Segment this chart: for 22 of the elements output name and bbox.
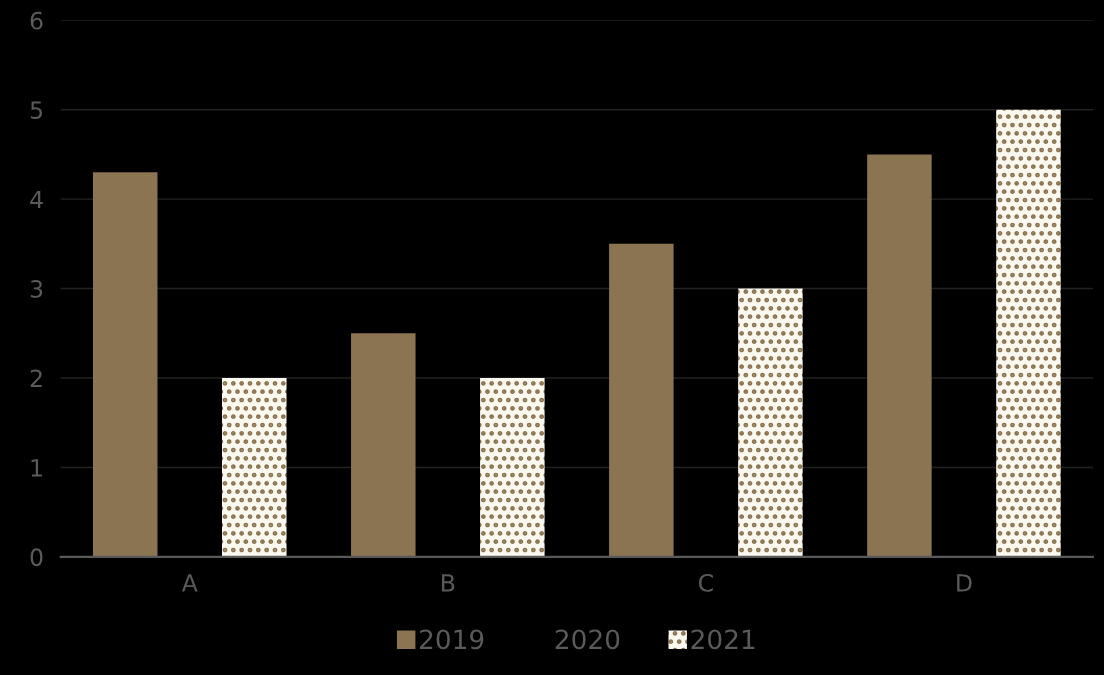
legend-label: 2021	[691, 629, 755, 650]
y-tick-label: 5	[30, 101, 42, 119]
x-tick-label: D	[957, 574, 972, 592]
text: 2020	[555, 629, 620, 650]
bar	[609, 243, 674, 557]
x-tick-label: C	[698, 573, 713, 592]
bar	[222, 378, 287, 557]
bar	[351, 333, 416, 557]
y-tick-label: 4	[30, 190, 43, 209]
bar	[867, 154, 932, 557]
y-tick-label: 3	[30, 280, 43, 298]
bar	[738, 288, 803, 557]
bar	[92, 172, 158, 557]
x-tick-label: A	[181, 574, 198, 592]
bar	[480, 378, 545, 557]
y-tick-label: 1	[31, 459, 42, 477]
y-tick-label: 0	[30, 548, 43, 567]
bar	[996, 109, 1061, 557]
x-tick-label: B	[442, 574, 455, 592]
legend-label: 2019	[419, 629, 484, 650]
y-tick-label: 2	[30, 369, 42, 387]
y-tick-label: 6	[30, 11, 43, 30]
